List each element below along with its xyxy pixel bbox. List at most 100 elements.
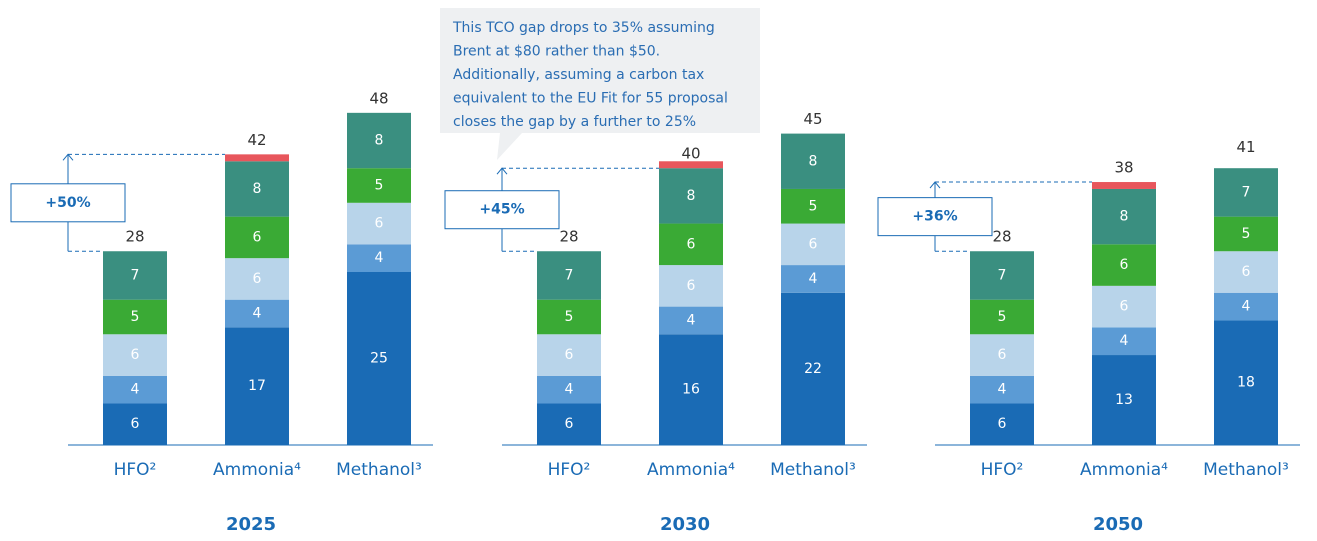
callout-text: Brent at $80 rather than $50.: [453, 44, 660, 60]
category-label: Ammonia⁴: [213, 460, 301, 480]
callout-box: [440, 8, 760, 160]
bar-segment: [970, 334, 1034, 376]
segment-label: 4: [131, 382, 140, 398]
segment-label: 4: [375, 250, 384, 266]
annotation: +45%: [479, 202, 524, 218]
category-label: Ammonia⁴: [1080, 460, 1168, 480]
bar-segment: [347, 202, 411, 245]
total-label: 28: [992, 228, 1011, 246]
segment-label: 13: [1115, 392, 1133, 408]
segment-label: 5: [998, 309, 1007, 325]
bar-segment: [347, 272, 411, 445]
callout-text: equivalent to the EU Fit for 55 proposal: [453, 91, 728, 107]
bar-segment: [537, 403, 601, 445]
bar-segment: [225, 327, 289, 445]
category-label: HFO²: [114, 460, 157, 480]
segment-label: 7: [998, 267, 1007, 283]
segment-label: 6: [1242, 264, 1251, 280]
bar-segment: [659, 161, 723, 169]
bar-segment: [347, 244, 411, 272]
segment-label: 18: [1237, 375, 1255, 391]
bar-segment: [781, 292, 845, 445]
arrow-head: [496, 167, 508, 175]
panel-title: 2030: [660, 514, 710, 535]
bar-segment: [1214, 216, 1278, 252]
bar-segment: [659, 223, 723, 266]
segment-label: 6: [253, 271, 262, 287]
segment-label: 6: [253, 229, 262, 245]
bar-segment: [225, 258, 289, 300]
segment-label: 4: [998, 382, 1007, 398]
total-label: 28: [125, 228, 144, 246]
total-label: 48: [369, 89, 388, 107]
segment-label: 4: [687, 312, 696, 328]
annotation: +50%: [45, 195, 90, 211]
segment-label: 8: [253, 181, 262, 197]
callout-text: Additionally, assuming a carbon tax: [453, 67, 704, 83]
total-label: 28: [559, 228, 578, 246]
segment-label: 7: [1242, 184, 1251, 200]
total-label: 42: [247, 131, 266, 149]
panel-title: 2050: [1093, 514, 1143, 535]
segment-label: 6: [687, 278, 696, 294]
annotation-box: [877, 197, 993, 237]
total-label: 45: [803, 110, 822, 128]
bar-segment: [659, 265, 723, 307]
total-label: 40: [681, 145, 700, 163]
bar-segment: [103, 251, 167, 300]
bar-segment: [781, 188, 845, 224]
bar-segment: [537, 375, 601, 404]
segment-label: 6: [687, 236, 696, 252]
annotation: +36%: [912, 209, 957, 225]
bar-segment: [1092, 182, 1156, 189]
segment-label: 4: [253, 306, 262, 322]
segment-label: 6: [565, 416, 574, 432]
bar-segment: [781, 223, 845, 266]
bar-segment: [225, 216, 289, 259]
category-label: Ammonia⁴: [647, 460, 735, 480]
segment-label: 6: [1120, 257, 1129, 273]
segment-label: 25: [370, 351, 388, 367]
bar-segment: [103, 334, 167, 376]
bar-segment: [1214, 168, 1278, 217]
category-label: HFO²: [548, 460, 591, 480]
bar-segment: [659, 334, 723, 445]
segment-label: 4: [1120, 333, 1129, 349]
bar-segment: [225, 299, 289, 328]
segment-label: 6: [809, 236, 818, 252]
bar-segment: [1092, 285, 1156, 328]
annotation-box: [444, 190, 560, 230]
segment-label: 6: [998, 347, 1007, 363]
segment-label: 5: [565, 309, 574, 325]
segment-label: 8: [375, 133, 384, 149]
bar-segment: [225, 154, 289, 162]
category-label: Methanol³: [336, 460, 422, 480]
bar-segment: [1214, 251, 1278, 293]
bar-segment: [103, 403, 167, 445]
segment-label: 6: [375, 216, 384, 232]
bar-segment: [659, 306, 723, 335]
category-label: HFO²: [981, 460, 1024, 480]
segment-label: 22: [804, 361, 822, 377]
bar-segment: [537, 334, 601, 376]
segment-label: 7: [565, 267, 574, 283]
segment-label: 5: [1242, 226, 1251, 242]
bar-segment: [103, 375, 167, 404]
annotation-box: [10, 183, 126, 223]
segment-label: 4: [1242, 299, 1251, 315]
category-label: Methanol³: [770, 460, 856, 480]
bar-segment: [1214, 320, 1278, 445]
segment-label: 4: [565, 382, 574, 398]
segment-label: 6: [565, 347, 574, 363]
segment-label: 5: [809, 198, 818, 214]
bar-segment: [970, 375, 1034, 404]
segment-label: 17: [248, 378, 266, 394]
total-label: 38: [1114, 159, 1133, 177]
segment-label: 8: [687, 188, 696, 204]
segment-label: 6: [998, 416, 1007, 432]
arrow-head: [929, 181, 941, 189]
segment-label: 6: [131, 416, 140, 432]
segment-label: 6: [131, 347, 140, 363]
segment-label: 5: [375, 178, 384, 194]
